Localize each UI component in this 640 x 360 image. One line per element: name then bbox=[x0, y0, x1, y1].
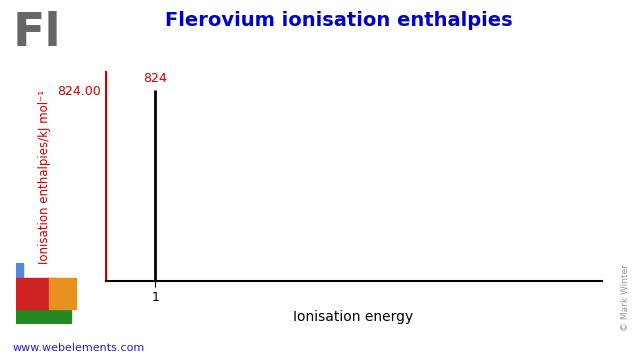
Text: www.webelements.com: www.webelements.com bbox=[13, 343, 145, 353]
Text: 824: 824 bbox=[143, 72, 167, 85]
Bar bbox=[16, 263, 23, 301]
X-axis label: Ionisation energy: Ionisation energy bbox=[294, 310, 413, 324]
Y-axis label: Ionisation enthalpies/kJ mol⁻¹: Ionisation enthalpies/kJ mol⁻¹ bbox=[38, 89, 51, 264]
Text: Flerovium ionisation enthalpies: Flerovium ionisation enthalpies bbox=[165, 11, 513, 30]
Bar bbox=[16, 310, 70, 324]
Bar bbox=[16, 278, 56, 309]
Text: Fl: Fl bbox=[13, 11, 61, 56]
Bar bbox=[49, 278, 77, 309]
Text: © Mark Winter: © Mark Winter bbox=[621, 264, 630, 331]
